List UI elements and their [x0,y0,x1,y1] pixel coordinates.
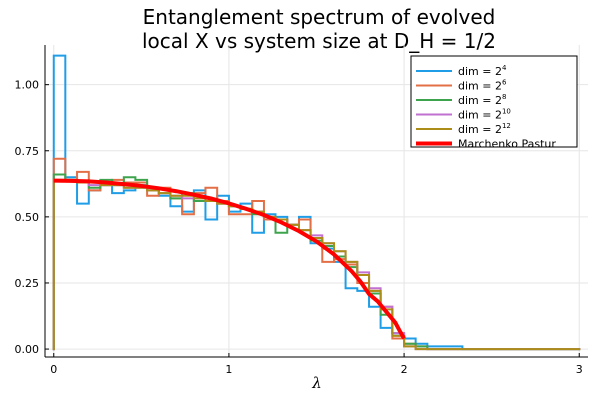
series-line-5 [53,178,406,340]
x-tick-label: 1 [225,363,232,376]
series-layer [52,54,581,351]
chart-title-line1: Entanglement spectrum of evolved [143,5,496,29]
y-tick-label: 0.75 [15,145,40,158]
x-tick-label: 0 [50,363,57,376]
legend-label-3: dim = 210 [458,108,511,122]
x-tick-label: 3 [576,363,583,376]
legend-box [410,55,578,148]
legend-name-0: dim = 2 [458,65,502,78]
legend-name-5: Marchenko Pastur [458,138,556,151]
y-tick-label: 0.00 [15,343,40,356]
y-tick-label: 0.25 [15,277,40,290]
legend-exponent-1: 6 [502,79,507,87]
legend-name-3: dim = 2 [458,109,502,122]
legend-exponent-2: 8 [502,93,506,101]
legend-label-5: Marchenko Pastur [458,138,556,151]
series-line-2 [52,173,581,351]
ticks: 0 1 2 30.000.250.500.751.00 [15,79,583,376]
legend-label-2: dim = 28 [458,93,506,107]
legend-exponent-4: 12 [502,122,511,130]
y-tick-label: 1.00 [15,79,40,92]
x-tick-label: 2 [401,363,408,376]
legend-label-4: dim = 212 [458,122,511,136]
legend-label-0: dim = 24 [458,64,507,78]
series-line-3 [52,178,581,351]
legend-name-2: dim = 2 [458,94,502,107]
legend-name-4: dim = 2 [458,123,502,136]
legend-exponent-3: 10 [502,108,511,116]
y-tick-label: 0.50 [15,211,40,224]
x-axis-label: λ [311,374,322,392]
legend-label-1: dim = 26 [458,79,507,93]
series-line-4 [52,178,581,351]
legend-name-1: dim = 2 [458,80,502,93]
legend-exponent-0: 4 [502,64,507,72]
chart-title-line2: local X vs system size at D_H = 1/2 [142,29,496,53]
